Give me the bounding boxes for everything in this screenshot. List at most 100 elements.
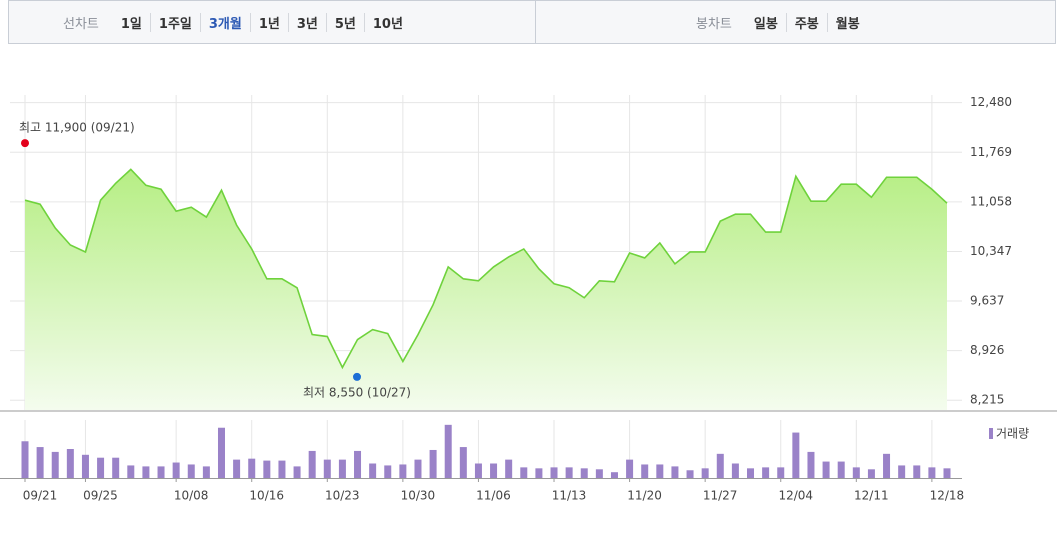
x-tick-label: 10/08 bbox=[174, 489, 209, 503]
tab[interactable]: 주봉 bbox=[785, 12, 827, 32]
volume-bar bbox=[81, 454, 89, 478]
volume-bar bbox=[21, 441, 29, 478]
tab[interactable]: 5년 bbox=[325, 12, 364, 32]
volume-bar bbox=[701, 468, 709, 478]
volume-bar bbox=[414, 459, 422, 478]
volume-bar bbox=[731, 463, 739, 478]
volume-bar bbox=[686, 470, 694, 478]
volume-bar bbox=[807, 451, 815, 478]
tab-group-label: 선차트 bbox=[63, 16, 99, 32]
tab[interactable]: 1주일 bbox=[149, 12, 200, 32]
volume-bar bbox=[263, 460, 271, 478]
volume-bar bbox=[444, 424, 452, 478]
y-tick-label: 9,637 bbox=[970, 294, 1004, 308]
tab[interactable]: 월봉 bbox=[826, 12, 868, 32]
volume-bar bbox=[474, 463, 482, 478]
x-tick-label: 09/21 bbox=[23, 489, 58, 503]
y-tick-label: 11,769 bbox=[970, 145, 1012, 159]
volume-bar bbox=[580, 468, 588, 478]
volume-bar bbox=[883, 453, 891, 478]
volume-bar bbox=[36, 447, 44, 478]
volume-bar bbox=[354, 450, 362, 478]
volume-bar bbox=[459, 447, 467, 478]
volume-bar bbox=[142, 466, 150, 478]
tab[interactable]: 3년 bbox=[287, 12, 326, 32]
x-tick-label: 10/16 bbox=[249, 489, 284, 503]
line bbox=[24, 168, 948, 370]
tab-group-label: 봉차트 bbox=[696, 16, 732, 32]
volume-bar bbox=[671, 466, 679, 478]
volume-bar bbox=[520, 467, 528, 478]
volume-bar bbox=[852, 467, 860, 478]
volume-bar bbox=[323, 459, 331, 478]
volume-bar bbox=[97, 457, 105, 478]
volume-bar bbox=[595, 469, 603, 478]
y-tick-label: 10,347 bbox=[970, 244, 1012, 258]
volume-bar bbox=[217, 427, 225, 478]
y-tick-label: 12,480 bbox=[970, 95, 1012, 109]
volume-bar bbox=[898, 465, 906, 478]
x-tick-label: 10/30 bbox=[401, 489, 436, 503]
volume-bar bbox=[837, 461, 845, 478]
candle-chart-tabs: 봉차트 일봉 주봉 월봉 bbox=[536, 1, 1055, 43]
volume-bar bbox=[66, 449, 74, 478]
volume-bar bbox=[641, 464, 649, 478]
y-tick-label: 11,058 bbox=[970, 194, 1012, 208]
volume-bar bbox=[157, 466, 165, 478]
volume-bar bbox=[822, 461, 830, 478]
volume-bar bbox=[626, 459, 634, 478]
x-tick-label: 12/04 bbox=[778, 489, 813, 503]
volume-bar bbox=[867, 469, 875, 478]
volume-bar bbox=[762, 467, 770, 478]
legend-swatch bbox=[989, 428, 993, 439]
volume-bar bbox=[565, 467, 573, 478]
volume-bar bbox=[278, 460, 286, 478]
area bbox=[25, 169, 947, 410]
volume-bar bbox=[51, 451, 59, 478]
volume-bar bbox=[656, 464, 664, 478]
volume-bar bbox=[233, 459, 241, 478]
volume-bar bbox=[127, 465, 135, 478]
x-tick-label: 09/25 bbox=[83, 489, 118, 503]
tab[interactable]: 3개월 bbox=[199, 12, 250, 32]
x-tick-label: 10/23 bbox=[325, 489, 360, 503]
x-tick-label: 12/18 bbox=[930, 489, 965, 503]
period-tabs: 선차트 1일 1주일 3개월 1년 3년 5년 10년 봉차트 일봉 주봉 월봉 bbox=[8, 0, 1056, 44]
volume-bar bbox=[505, 459, 513, 478]
volume-bar bbox=[716, 453, 724, 478]
volume-bar bbox=[928, 467, 936, 478]
volume-bar bbox=[490, 463, 498, 478]
x-tick-label: 11/27 bbox=[703, 489, 738, 503]
volume-bar bbox=[429, 449, 437, 478]
x-tick-label: 12/11 bbox=[854, 489, 889, 503]
x-tick-label: 11/13 bbox=[552, 489, 587, 503]
x-tick-label: 11/06 bbox=[476, 489, 511, 503]
tab[interactable]: 10년 bbox=[363, 12, 411, 32]
extreme-label: 최고 11,900 (09/21) bbox=[19, 121, 135, 135]
volume-bar bbox=[747, 468, 755, 478]
tab[interactable]: 일봉 bbox=[753, 16, 778, 32]
volume-bar bbox=[202, 466, 210, 478]
y-tick-label: 8,215 bbox=[970, 393, 1004, 407]
extreme-marker bbox=[21, 139, 29, 148]
volume-bar bbox=[338, 459, 346, 478]
volume-bar bbox=[535, 468, 543, 478]
volume-bar bbox=[943, 468, 951, 478]
legend-label: 거래량 bbox=[996, 427, 1029, 441]
volume-bar bbox=[293, 466, 301, 478]
volume-bar bbox=[792, 432, 800, 478]
tab[interactable]: 1일 bbox=[120, 16, 142, 32]
tab[interactable]: 1년 bbox=[249, 12, 288, 32]
volume-bar bbox=[112, 457, 120, 478]
volume-bar bbox=[913, 465, 921, 478]
volume-bar bbox=[172, 462, 180, 478]
line-chart-tabs: 선차트 1일 1주일 3개월 1년 3년 5년 10년 bbox=[9, 1, 536, 43]
volume-bar bbox=[777, 467, 785, 478]
volume-bar bbox=[610, 472, 618, 478]
volume-bar bbox=[384, 465, 392, 478]
x-tick-label: 11/20 bbox=[627, 489, 662, 503]
volume-bar bbox=[399, 464, 407, 478]
volume-bar bbox=[187, 464, 195, 478]
volume-bar bbox=[248, 458, 256, 478]
